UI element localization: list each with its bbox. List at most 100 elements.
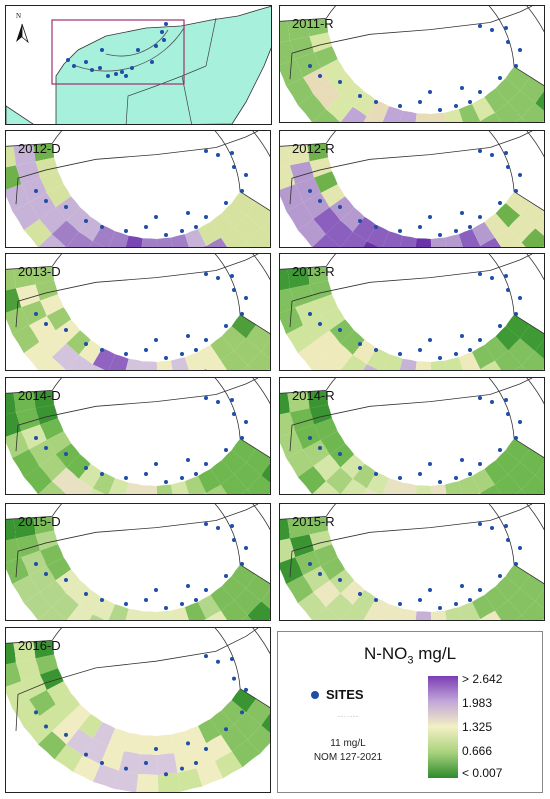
concentration-zone: [484, 460, 509, 485]
concentration-zone: [508, 338, 536, 366]
panel-label: 2014-D: [18, 388, 61, 403]
inset-study-box: [51, 19, 185, 85]
concentration-zone: [287, 391, 310, 413]
site-dot: [438, 108, 442, 112]
concentration-zone: [89, 614, 105, 620]
concentration-zone: [125, 608, 143, 620]
concentration-zone: [280, 557, 304, 585]
crescent-map-svg: [6, 378, 270, 494]
concentration-zone: [156, 734, 175, 755]
concentration-zone: [366, 99, 390, 122]
concentration-zone: [366, 347, 390, 370]
concentration-zone: [78, 463, 103, 489]
site-dot: [34, 312, 38, 316]
site-dot: [44, 446, 48, 450]
site-dot: [64, 452, 68, 456]
concentration-zone: [303, 566, 330, 593]
concentration-zone: [430, 360, 447, 370]
concentration-zone: [234, 712, 262, 740]
concentration-zone: [78, 713, 103, 739]
concentration-zone: [286, 325, 314, 354]
site-dot: [504, 524, 508, 528]
concentration-zone: [82, 738, 108, 765]
site-dot: [498, 448, 502, 452]
concentration-zone: [55, 196, 81, 221]
site-dot: [34, 436, 38, 440]
concentration-zone: [39, 704, 67, 732]
concentration-zone: [221, 450, 247, 475]
concentration-zone: [241, 615, 252, 620]
panel-label: 2013-R: [292, 264, 335, 279]
concentration-zone: [136, 774, 159, 792]
site-dot: [230, 656, 234, 661]
panel-label: 2012-D: [18, 141, 61, 156]
concentration-zone: [33, 266, 55, 285]
concentration-zone: [231, 688, 257, 713]
site-dot: [44, 322, 48, 326]
concentration-zone: [494, 102, 522, 122]
concentration-zone: [352, 91, 377, 117]
site-dot: [194, 598, 198, 602]
concentration-zone: [494, 350, 522, 370]
site-dot: [154, 746, 158, 751]
site-dot: [498, 574, 502, 578]
concentration-zone: [40, 171, 64, 194]
concentration-zone: [46, 557, 72, 581]
concentration-zone: [246, 324, 270, 352]
panel-label: 2013-D: [18, 264, 61, 279]
concentration-zone: [363, 116, 379, 122]
site-dot: [216, 400, 220, 404]
concentration-zone: [521, 475, 544, 494]
concentration-zone: [280, 431, 304, 459]
concentration-zone: [320, 307, 346, 331]
concentration-zone: [6, 268, 16, 291]
concentration-zone: [325, 95, 353, 122]
site-dot: [490, 153, 494, 157]
concentration-zone: [220, 724, 248, 752]
concentration-zone: [13, 267, 36, 289]
concentration-zone: [89, 364, 105, 370]
concentration-zone: [352, 339, 377, 365]
concentration-zone: [39, 330, 67, 358]
site-dot: [186, 211, 190, 215]
site-dot: [514, 189, 518, 193]
concentration-zone: [340, 478, 367, 494]
concentration-zone: [114, 770, 139, 792]
concentration-zone: [247, 601, 270, 620]
site-dot: [338, 80, 342, 84]
concentration-zone: [261, 339, 270, 359]
site-dot: [308, 436, 312, 440]
concentration-zone: [340, 207, 365, 232]
site-dot: [460, 211, 464, 215]
concentration-zone: [93, 764, 119, 789]
site-dot: [454, 229, 458, 233]
concentration-zone: [297, 466, 326, 494]
concentration-zone: [297, 342, 326, 370]
concentration-zone: [458, 228, 481, 247]
site-dot: [204, 588, 208, 592]
site-dot: [216, 153, 220, 157]
concentration-zone: [521, 103, 544, 122]
site-dot: [438, 606, 442, 610]
concentration-zone: [313, 207, 341, 235]
site-dot: [34, 189, 38, 193]
concentration-zone: [307, 516, 329, 535]
concentration-zone: [303, 68, 330, 95]
site-dot: [498, 76, 502, 80]
concentration-zone: [430, 484, 447, 494]
sites-symbol-icon: [311, 691, 319, 699]
concentration-zone: [289, 284, 315, 308]
concentration-zone: [521, 228, 544, 247]
site-dot: [308, 64, 312, 68]
site-dot: [204, 215, 208, 219]
ramp-label-min: < 0.007: [462, 766, 503, 780]
concentration-zone: [51, 467, 79, 494]
site-dot: [460, 458, 464, 462]
site-dot: [374, 598, 378, 602]
site-dot: [124, 352, 128, 356]
panel-label: 2015-R: [292, 514, 335, 529]
concentration-zone: [280, 268, 290, 291]
concentration-zone: [35, 404, 58, 425]
concentration-zone: [21, 177, 47, 203]
map-panel-2014-R: 2014-R: [279, 377, 545, 495]
